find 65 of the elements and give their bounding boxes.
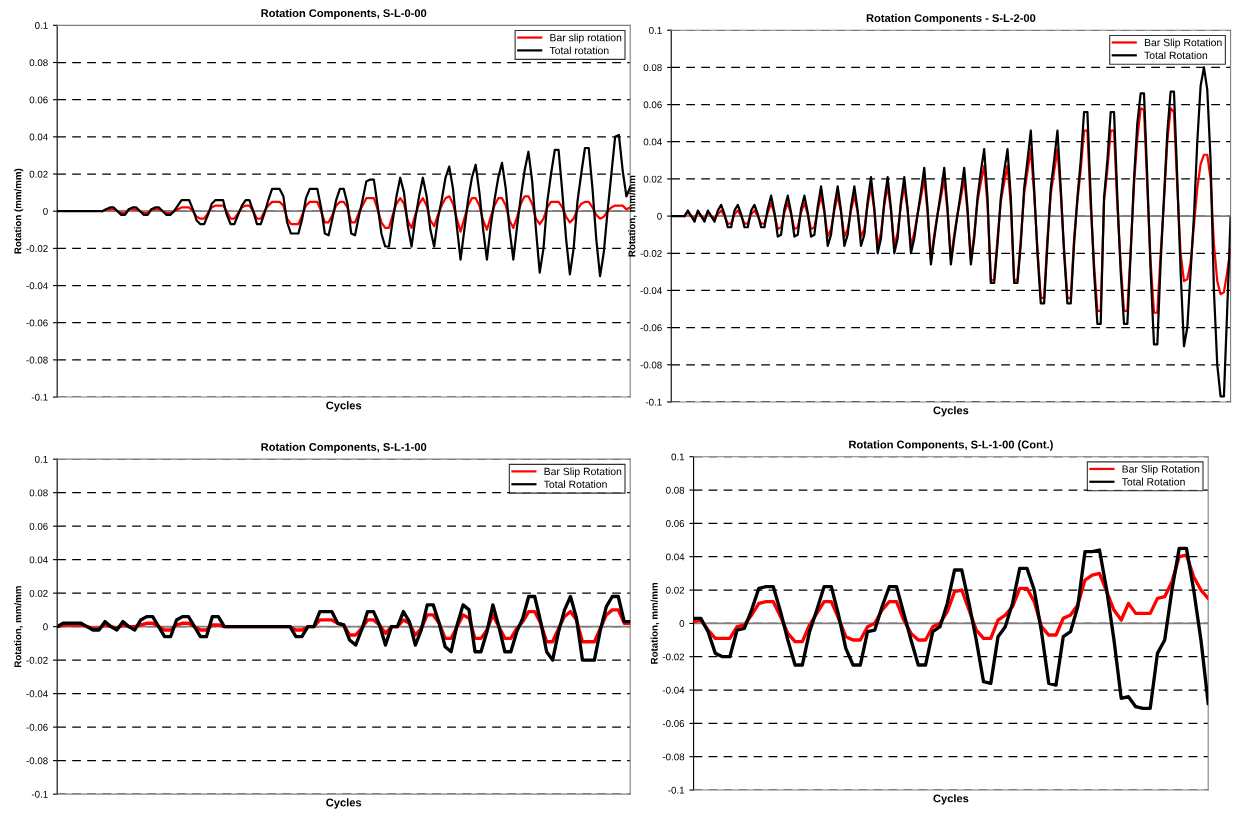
- y-tick-label: -0.1: [31, 393, 48, 401]
- y-tick-label: 0.02: [29, 170, 48, 178]
- y-tick-label: 0.08: [666, 486, 685, 494]
- x-axis-title: Cycles: [326, 798, 362, 809]
- y-tick-label: -0.02: [662, 653, 685, 661]
- y-tick-label: 0.02: [666, 586, 685, 594]
- y-axis-title: Rotation, mm/mm: [628, 175, 637, 257]
- y-tick-label: 0: [43, 623, 48, 631]
- y-tick-label: 0.1: [35, 22, 48, 29]
- y-tick-label: -0.02: [26, 245, 48, 252]
- y-tick-label: -0.06: [26, 319, 48, 327]
- y-tick-label: -0.08: [662, 753, 685, 761]
- y-tick-label: 0.08: [29, 59, 48, 67]
- y-tick-label: 0.06: [643, 101, 662, 109]
- x-axis-title: Cycles: [933, 794, 969, 805]
- y-tick-label: 0.02: [643, 175, 662, 183]
- y-tick-label: 0.02: [29, 589, 48, 597]
- y-tick-label: 0.08: [643, 64, 662, 72]
- chart-title: Rotation Components - S-L-2-00: [866, 13, 1036, 25]
- y-tick-label: -0.1: [668, 786, 685, 794]
- y-tick-label: 0.06: [666, 520, 685, 527]
- y-axis-title: Rotation (mm/mm): [14, 168, 24, 254]
- x-axis-title: Cycles: [933, 406, 969, 417]
- y-tick-label: -0.06: [26, 723, 48, 731]
- y-tick-label: -0.02: [640, 250, 662, 257]
- chart-title: Rotation Components, S-L-1-00: [261, 442, 427, 454]
- legend-label: Total Rotation: [543, 480, 607, 488]
- y-tick-label: 0.1: [649, 26, 662, 34]
- line-series: [693, 546, 1209, 711]
- y-tick-label: -0.1: [31, 790, 48, 798]
- y-tick-label: 0: [43, 207, 48, 215]
- y-tick-label: -0.04: [662, 686, 685, 694]
- y-tick-label: -0.06: [662, 720, 685, 727]
- y-tick-label: 0.1: [671, 453, 685, 461]
- legend-label: Total rotation: [549, 46, 609, 55]
- x-axis-title: Cycles: [326, 401, 362, 412]
- chart-title: Rotation Components, S-L-0-00: [261, 8, 427, 20]
- y-tick-label: -0.02: [26, 656, 48, 664]
- y-axis-title: Rotation, mm/mm: [650, 582, 660, 664]
- y-tick-label: 0.04: [643, 138, 662, 146]
- y-tick-label: -0.06: [640, 324, 662, 332]
- legend-label: Total Rotation: [1121, 477, 1185, 486]
- y-tick-label: 0.06: [29, 96, 48, 104]
- legend-label: Bar Slip Rotation: [544, 467, 622, 478]
- legend-label: Bar Slip Rotation: [1122, 465, 1200, 475]
- y-tick-label: 0.04: [29, 133, 48, 141]
- y-tick-label: 0.1: [35, 455, 48, 463]
- y-tick-label: 0.04: [666, 553, 685, 561]
- y-tick-label: -0.08: [26, 757, 48, 765]
- legend-label: Bar Slip Rotation: [1144, 38, 1222, 49]
- legend-label: Bar slip rotation: [550, 33, 622, 44]
- y-tick-label: -0.08: [640, 361, 662, 369]
- y-tick-label: 0.04: [29, 556, 48, 564]
- y-tick-label: 0: [679, 620, 685, 627]
- chart-title: Rotation Components, S-L-1-00 (Cont.): [849, 440, 1053, 451]
- y-tick-label: 0.06: [29, 522, 48, 530]
- y-tick-label: -0.04: [26, 282, 48, 290]
- y-tick-label: 0: [657, 212, 662, 220]
- y-tick-label: 0.08: [29, 489, 48, 497]
- y-axis-title: Rotation, mm/mm: [14, 586, 23, 668]
- y-tick-label: -0.08: [26, 356, 48, 364]
- legend-label: Total Rotation: [1144, 51, 1208, 60]
- y-tick-label: -0.1: [645, 398, 662, 406]
- y-tick-label: -0.04: [26, 690, 48, 698]
- y-tick-label: -0.04: [640, 287, 662, 295]
